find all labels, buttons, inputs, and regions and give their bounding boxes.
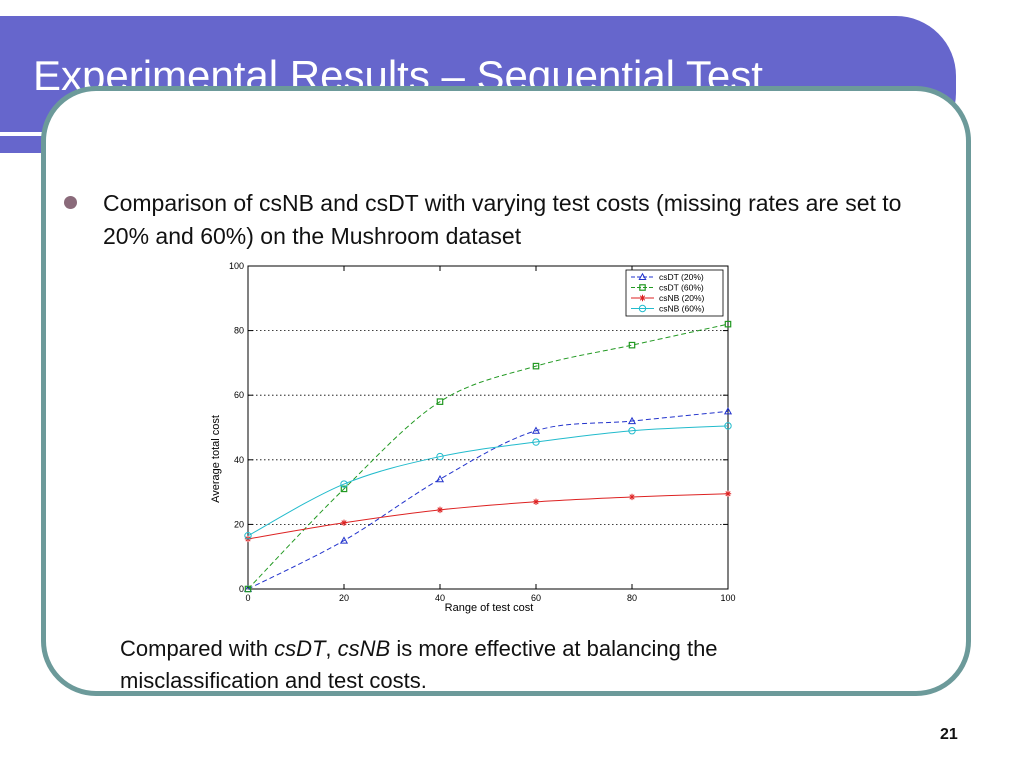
data-point — [244, 585, 252, 593]
data-point — [627, 416, 637, 425]
x-axis-label: Range of test cost — [445, 602, 534, 614]
data-point — [340, 519, 348, 526]
legend-label: csDT (60%) — [659, 283, 704, 293]
legend-marker — [638, 304, 647, 313]
chart-series — [243, 320, 733, 593]
x-tick-label: 60 — [531, 593, 541, 603]
series-line — [247, 410, 729, 590]
caption-em-csnb: csNB — [337, 636, 391, 661]
data-point — [532, 438, 540, 446]
data-point — [340, 485, 348, 493]
data-point — [436, 452, 444, 461]
chart-legend: csDT (20%)csDT (60%)csNB (20%)csNB (60%) — [625, 269, 724, 317]
x-tick-label: 0 — [245, 593, 250, 603]
chart-ticks: 0 20 40 60 80 100 0 20 40 60 80 100 — [229, 261, 736, 603]
data-point — [723, 407, 733, 415]
data-point — [532, 498, 540, 505]
series-3 — [244, 422, 732, 540]
y-tick-label: 80 — [234, 326, 244, 336]
series-1 — [244, 320, 732, 593]
data-point — [724, 422, 732, 430]
data-point — [628, 493, 636, 501]
y-tick-label: 100 — [229, 261, 244, 271]
data-point — [532, 362, 540, 370]
y-tick-label: 20 — [234, 519, 244, 529]
data-point — [628, 427, 636, 435]
caption-text-1: Compared with — [120, 636, 275, 661]
data-point — [531, 426, 541, 434]
data-point — [436, 398, 444, 405]
series-line — [247, 425, 729, 537]
y-axis-label: Average total cost — [210, 415, 222, 503]
bullet-dot-icon — [64, 196, 77, 209]
bullet-text: Comparison of csNB and csDT with varying… — [103, 190, 902, 249]
data-point — [340, 480, 348, 488]
x-tick-label: 80 — [627, 593, 637, 603]
series-line — [247, 493, 729, 540]
data-point — [628, 341, 636, 349]
caption-separator: , — [325, 636, 338, 661]
data-point — [339, 536, 349, 544]
data-point — [244, 532, 252, 540]
data-point — [435, 474, 445, 483]
data-point — [724, 320, 732, 328]
chart-grid — [248, 330, 728, 525]
series-line — [247, 323, 729, 590]
legend-marker — [638, 272, 647, 281]
x-tick-label: 20 — [339, 593, 349, 603]
legend-marker — [639, 294, 646, 302]
data-point — [724, 490, 732, 497]
data-point — [436, 506, 444, 514]
plot-frame — [247, 265, 729, 590]
caption-em-csdt: csDT — [274, 636, 326, 661]
x-tick-label: 100 — [720, 593, 735, 603]
y-tick-label: 40 — [234, 455, 244, 465]
legend-label: csDT (20%) — [659, 272, 704, 282]
caption: Compared with csDT, csNB is more effecti… — [120, 633, 880, 697]
legend-label: csNB (60%) — [659, 304, 705, 314]
y-tick-label: 60 — [234, 390, 244, 400]
legend-marker — [639, 284, 646, 291]
legend-label: csNB (20%) — [659, 293, 705, 303]
x-tick-label: 40 — [435, 593, 445, 603]
line-chart: 0 20 40 60 80 100 0 20 40 60 80 100 csDT (20%)csDT … — [205, 258, 750, 618]
page-number: 21 — [940, 726, 958, 743]
caption-text-2: is more effective at balancing the miscl… — [120, 636, 718, 693]
y-tick-label: 0 — [239, 584, 244, 594]
